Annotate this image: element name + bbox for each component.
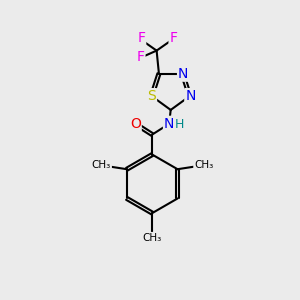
Text: N: N (185, 89, 196, 103)
Text: F: F (137, 31, 145, 45)
Text: CH₃: CH₃ (194, 160, 213, 170)
Text: F: F (136, 50, 144, 64)
Text: N: N (178, 67, 188, 81)
Text: O: O (130, 117, 141, 131)
Text: H: H (175, 118, 184, 131)
Text: S: S (147, 89, 156, 103)
Text: N: N (164, 117, 174, 131)
Text: CH₃: CH₃ (92, 160, 111, 170)
Text: CH₃: CH₃ (142, 233, 162, 243)
Text: F: F (169, 31, 178, 45)
